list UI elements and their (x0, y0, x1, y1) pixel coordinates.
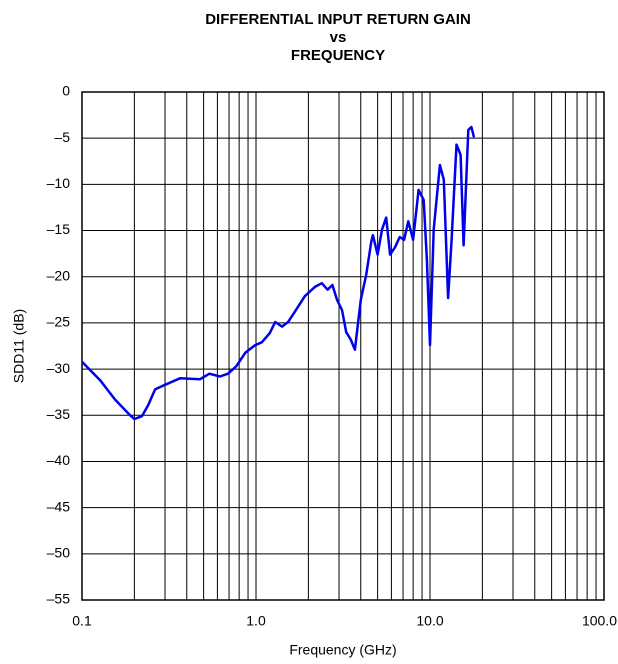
chart-title: FREQUENCY (291, 47, 385, 64)
x-tick-label: 10.0 (416, 613, 443, 629)
plot-area (81, 91, 605, 601)
y-tick-label: –45 (47, 498, 71, 514)
x-tick-label: 100.0 (582, 613, 617, 629)
y-tick-label: –40 (47, 452, 71, 468)
chart-title: DIFFERENTIAL INPUT RETURN GAIN (205, 11, 471, 28)
x-axis-label: Frequency (GHz) (289, 642, 396, 658)
y-tick-label: –30 (47, 360, 71, 376)
y-tick-label: –15 (47, 221, 71, 237)
y-tick-label: –50 (47, 545, 71, 561)
data-line (81, 125, 476, 421)
y-axis-label: SDD11 (dB) (11, 309, 27, 383)
x-tick-label: 1.0 (246, 613, 266, 629)
y-tick-label: –35 (47, 406, 71, 422)
y-tick-label: –55 (47, 591, 71, 607)
x-tick-label: 0.1 (72, 613, 92, 629)
y-tick-label: 0 (62, 83, 70, 99)
chart-title: vs (330, 29, 347, 46)
y-tick-label: –25 (47, 314, 71, 330)
y-tick-label: –10 (47, 175, 71, 191)
y-tick-label: –5 (54, 129, 70, 145)
y-tick-label: –20 (47, 267, 71, 283)
